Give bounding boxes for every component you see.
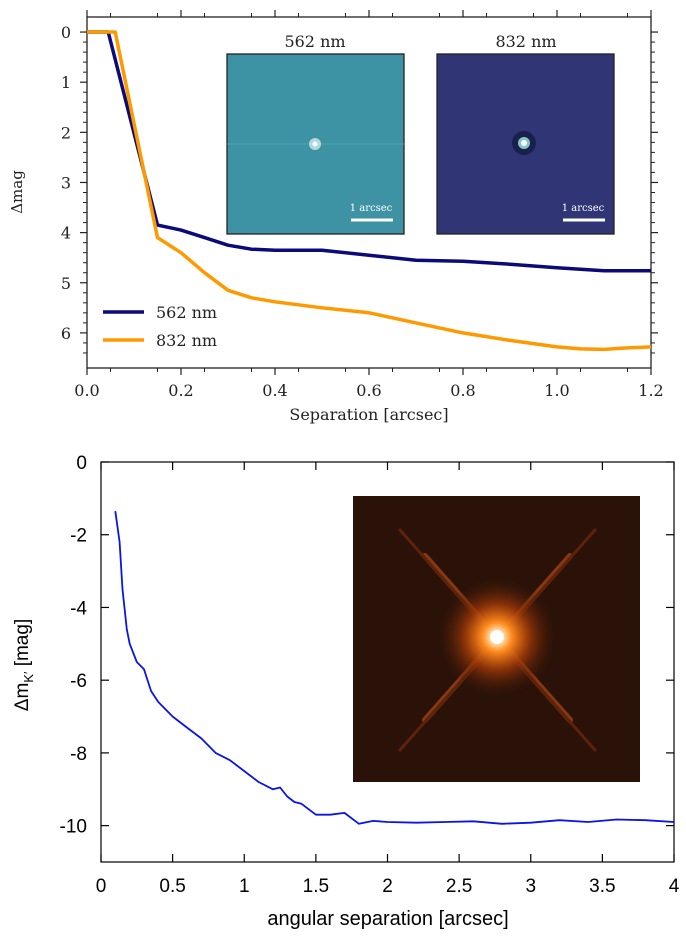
bottom-x-tick-label: 2 [382,876,393,897]
top-y-axis: 0 1 2 3 4 5 6 [61,23,658,354]
bottom-y-tick-label: -4 [70,598,87,619]
top-legend: 562 nm 832 nm [103,303,217,350]
top-x-tick-label: 1.0 [544,381,569,400]
bottom-y-tick-label: -8 [70,744,87,765]
top-series-line-562nm [87,30,651,273]
top-y-tick-label: 1 [61,73,71,92]
inset-832-star [521,140,527,146]
inset-562nm: 562 nm 1 arcsec [226,32,405,235]
top-y-tick-label: 2 [61,123,71,142]
bottom-x-axis: 0 0.5 1 1.5 2 2.5 3 3.5 4 [96,462,680,897]
bottom-x-axis-label: angular separation [arcsec] [267,908,508,930]
bottom-y-tick-label: -2 [70,526,87,547]
bottom-y-tick-label: 0 [76,453,87,474]
inset-562-title: 562 nm [284,32,345,51]
legend-label-562: 562 nm [156,303,217,322]
top-x-tick-label: 1.2 [638,381,663,400]
y-label-main: Δm [12,683,33,712]
top-y-tick-label: 6 [61,324,71,343]
top-x-axis-label: Separation [arcsec] [289,405,448,424]
bottom-inset [353,496,640,782]
inset-562-star [312,141,318,147]
inset-832-scale-label: 1 arcsec [562,203,605,214]
top-y-tick-label: 4 [61,224,71,243]
top-x-tick-label: 0.0 [74,381,99,400]
top-x-tick-label: 0.4 [262,381,287,400]
top-x-axis: 0.0 0.2 0.4 0.6 0.8 1.0 1.2 [74,10,664,400]
top-x-tick-label: 0.2 [168,381,193,400]
top-y-tick-label: 3 [61,173,71,192]
bottom-series-line [114,510,675,825]
bottom-y-axis-label: ΔmK′ [mag] [12,619,36,711]
star-core [490,630,504,644]
bottom-x-tick-label: 2.5 [446,876,472,897]
bottom-y-tick-label: -6 [70,671,87,692]
top-x-tick-label: 0.8 [450,381,475,400]
top-chart: 0.0 0.2 0.4 0.6 0.8 1.0 1.2 0 1 2 3 4 5 6 562 nm 1 a… [8,10,664,424]
bottom-x-tick-label: 4 [669,876,680,897]
bottom-x-tick-label: 0.5 [159,876,185,897]
top-series-group [87,30,652,352]
top-y-axis-label: Δmag [8,170,26,214]
inset-562-scale-label: 1 arcsec [350,203,393,214]
legend-label-832: 832 nm [156,331,217,350]
bottom-y-axis: 0 -2 -4 -6 -8 -10 [60,453,674,838]
top-x-tick-label: 0.6 [356,381,381,400]
bottom-y-tick-label: -10 [60,817,87,838]
bottom-x-tick-label: 1 [239,876,250,897]
y-label-unit: [mag] [12,619,33,672]
bottom-chart: 0 0.5 1 1.5 2 2.5 3 3.5 4 0 -2 -4 -6 -8 -10 [12,453,680,930]
top-y-tick-label: 0 [61,23,71,42]
inset-832nm: 832 nm 1 arcsec [436,32,615,235]
inset-832-title: 832 nm [495,32,556,51]
top-y-tick-label: 5 [61,274,71,293]
bottom-x-tick-label: 1.5 [303,876,329,897]
bottom-x-tick-label: 3 [525,876,536,897]
top-series-line-832nm [87,30,652,352]
bottom-series-group [114,510,675,825]
bottom-x-tick-label: 0 [96,876,107,897]
y-label-subscript: K′ [21,671,36,683]
bottom-x-tick-label: 3.5 [589,876,615,897]
